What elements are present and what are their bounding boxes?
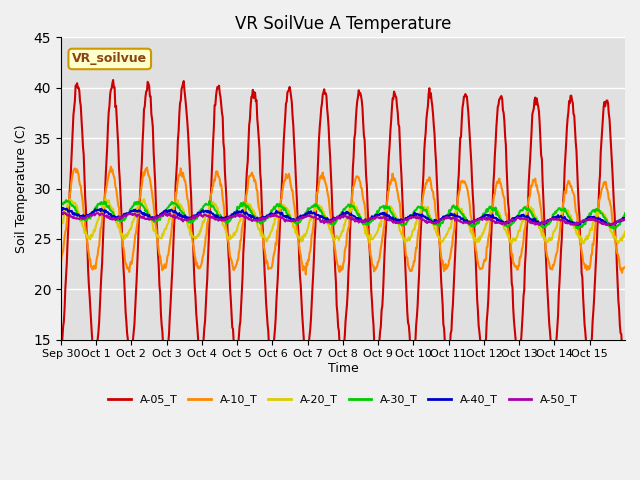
- Text: VR_soilvue: VR_soilvue: [72, 52, 147, 65]
- Y-axis label: Soil Temperature (C): Soil Temperature (C): [15, 124, 28, 253]
- Title: VR SoilVue A Temperature: VR SoilVue A Temperature: [235, 15, 451, 33]
- X-axis label: Time: Time: [328, 362, 358, 375]
- Legend: A-05_T, A-10_T, A-20_T, A-30_T, A-40_T, A-50_T: A-05_T, A-10_T, A-20_T, A-30_T, A-40_T, …: [104, 390, 582, 410]
